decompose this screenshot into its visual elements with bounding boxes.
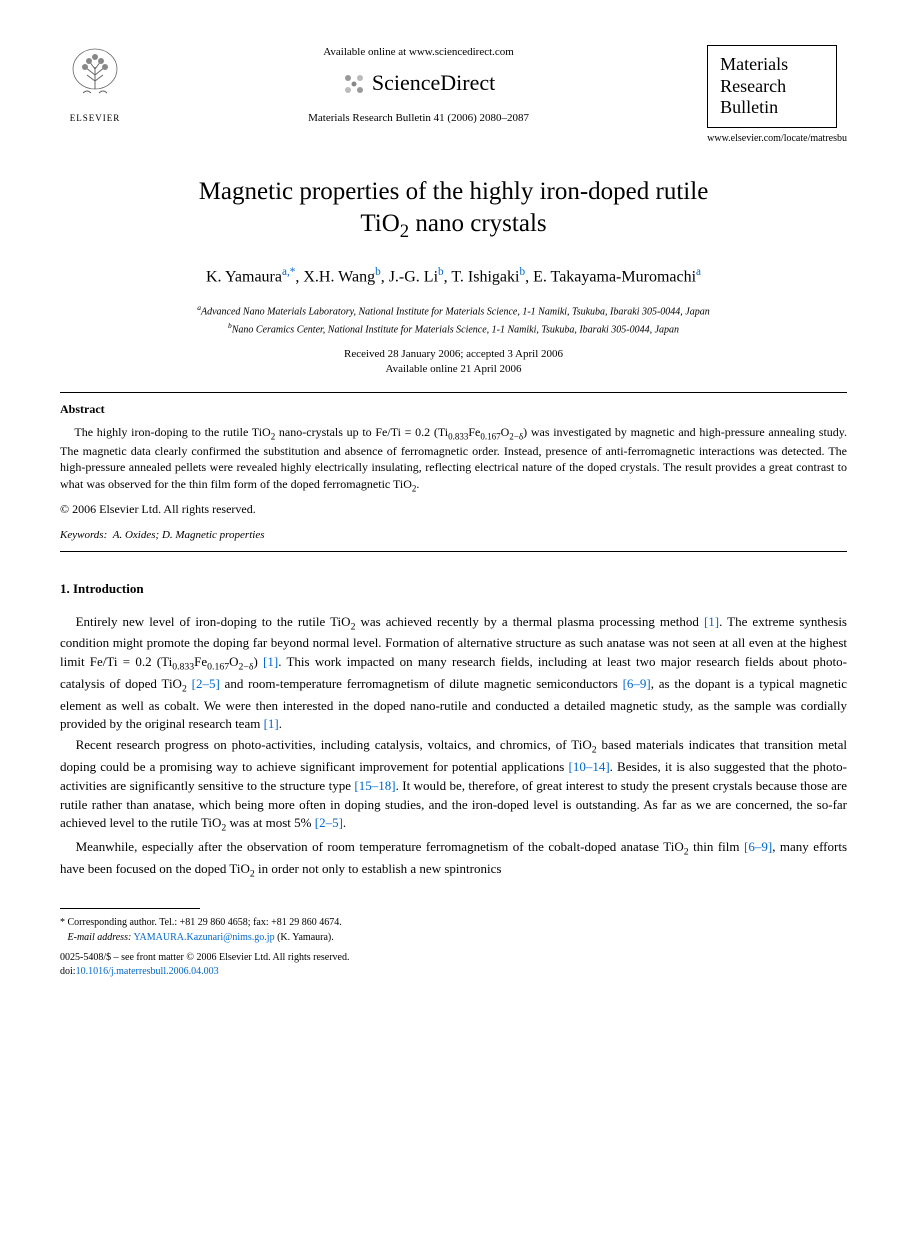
title-line1: Magnetic properties of the highly iron-d… [199, 178, 709, 205]
rule-after-keywords [60, 551, 847, 552]
keywords-text: A. Oxides; D. Magnetic properties [113, 529, 265, 541]
email-name: (K. Yamaura). [277, 932, 334, 943]
affiliations: aAdvanced Nano Materials Laboratory, Nat… [60, 302, 847, 337]
intro-paragraph-1: Entirely new level of iron-doping to the… [60, 613, 847, 735]
p1-mid8: and room-temperature ferromagnetism of d… [220, 676, 623, 691]
abstract-heading: Abstract [60, 401, 847, 418]
page-container: ELSEVIER Available online at www.science… [0, 0, 907, 1019]
ref-link-6-9b[interactable]: [6–9] [744, 839, 772, 854]
intro-paragraph-3: Meanwhile, especially after the observat… [60, 838, 847, 881]
p1-pre: Entirely new level of iron-doping to the… [76, 614, 351, 629]
footer: 0025-5408/$ – see front matter © 2006 El… [60, 951, 847, 979]
center-header: Available online at www.sciencedirect.co… [130, 45, 707, 127]
journal-name-line1: Materials [720, 54, 824, 76]
article-title: Magnetic properties of the highly iron-d… [60, 176, 847, 245]
p2-pre: Recent research progress on photo-activi… [76, 737, 592, 752]
p1-sub3: 0.167 [207, 662, 229, 673]
author-1-corr[interactable]: * [290, 266, 296, 278]
p2-mid4: was at most 5% [226, 815, 314, 830]
title-sub: 2 [400, 221, 409, 242]
journal-name-line2: Research [720, 76, 824, 98]
author-1: K. Yamaura [206, 268, 282, 285]
author-5-affil[interactable]: a [696, 266, 701, 278]
elsevier-label: ELSEVIER [60, 112, 130, 125]
journal-name-line3: Bulletin [720, 97, 824, 119]
elsevier-logo: ELSEVIER [60, 45, 130, 125]
abs-mid1: nano-crystals up to Fe/Ti = 0.2 (Ti [275, 425, 448, 439]
abs-pre: The highly iron-doping to the rutile TiO [74, 425, 270, 439]
sciencedirect-icon [342, 72, 366, 96]
ref-link-1c[interactable]: [1] [264, 716, 279, 731]
affiliation-a: Advanced Nano Materials Laboratory, Nati… [201, 307, 710, 318]
author-3: J.-G. Li [389, 268, 438, 285]
journal-reference: Materials Research Bulletin 41 (2006) 20… [150, 111, 687, 126]
abstract-copyright: © 2006 Elsevier Ltd. All rights reserved… [60, 501, 847, 518]
introduction-heading: 1. Introduction [60, 580, 847, 598]
header-row: ELSEVIER Available online at www.science… [60, 45, 847, 146]
author-4: T. Ishigaki [451, 268, 519, 285]
ref-link-1[interactable]: [1] [704, 614, 719, 629]
article-dates: Received 28 January 2006; accepted 3 Apr… [60, 347, 847, 378]
email-label: E-mail address: [68, 932, 132, 943]
abs-end: . [416, 477, 419, 491]
author-4-affil[interactable]: b [519, 266, 525, 278]
p1-end: . [279, 716, 282, 731]
intro-paragraph-2: Recent research progress on photo-activi… [60, 736, 847, 836]
ref-link-10-14[interactable]: [10–14] [568, 759, 609, 774]
footnote-separator [60, 908, 200, 909]
p1-mid1: was achieved recently by a thermal plasm… [355, 614, 704, 629]
keywords: Keywords: A. Oxides; D. Magnetic propert… [60, 528, 847, 543]
ref-link-2-5b[interactable]: [2–5] [315, 815, 343, 830]
p1-mid4: O [229, 654, 238, 669]
p3-pre: Meanwhile, especially after the observat… [76, 839, 684, 854]
journal-box-container: Materials Research Bulletin www.elsevier… [707, 45, 847, 146]
email-line: E-mail address: YAMAURA.Kazunari@nims.go… [60, 930, 847, 945]
abs-sub3: 0.167 [480, 431, 500, 441]
sciencedirect-logo: ScienceDirect [150, 68, 687, 99]
doi-line: doi:10.1016/j.materresbull.2006.04.003 [60, 965, 847, 979]
email-link[interactable]: YAMAURA.Kazunari@nims.go.jp [133, 932, 274, 943]
author-2: X.H. Wang [303, 268, 375, 285]
ref-link-1b[interactable]: [1] [263, 654, 278, 669]
journal-title-box: Materials Research Bulletin [707, 45, 837, 128]
online-date: Available online 21 April 2006 [385, 363, 521, 375]
authors-list: K. Yamauraa,*, X.H. Wangb, J.-G. Lib, T.… [60, 265, 847, 289]
corresponding-author-footnote: * Corresponding author. Tel.: +81 29 860… [60, 915, 847, 945]
available-online-text: Available online at www.sciencedirect.co… [150, 45, 687, 60]
title-line2-tail: nano crystals [409, 210, 546, 237]
doi-link[interactable]: 10.1016/j.materresbull.2006.04.003 [76, 966, 219, 977]
p1-sub2: 0.833 [172, 662, 194, 673]
p3-end: in order not only to establish a new spi… [255, 861, 502, 876]
sciencedirect-text: ScienceDirect [372, 68, 495, 99]
issn-copyright: 0025-5408/$ – see front matter © 2006 El… [60, 951, 847, 965]
ref-link-2-5[interactable]: [2–5] [192, 676, 220, 691]
p1-sub4: 2−δ [239, 662, 254, 673]
p1-mid5: ) [253, 654, 263, 669]
corr-author-text: * Corresponding author. Tel.: +81 29 860… [60, 915, 847, 930]
journal-url: www.elsevier.com/locate/matresbu [707, 132, 847, 146]
rule-top [60, 392, 847, 393]
author-5: E. Takayama-Muromachi [533, 268, 696, 285]
author-2-affil[interactable]: b [375, 266, 381, 278]
p2-end: . [343, 815, 346, 830]
abstract-text: The highly iron-doping to the rutile TiO… [60, 424, 847, 496]
ref-link-6-9[interactable]: [6–9] [623, 676, 651, 691]
p1-mid3: Fe [194, 654, 207, 669]
abs-sub4: 2−δ [509, 431, 523, 441]
title-line2: TiO [360, 210, 399, 237]
ref-link-15-18[interactable]: [15–18] [354, 778, 395, 793]
keywords-label: Keywords: [60, 529, 107, 541]
author-1-affil[interactable]: a, [282, 266, 290, 278]
received-date: Received 28 January 2006; accepted 3 Apr… [344, 348, 563, 360]
p3-mid1: thin film [689, 839, 744, 854]
elsevier-tree-icon [65, 45, 125, 105]
abs-mid2: Fe [468, 425, 480, 439]
doi-label: doi: [60, 966, 76, 977]
abs-sub2: 0.833 [448, 431, 468, 441]
abs-mid3: O [501, 425, 510, 439]
affiliation-b: Nano Ceramics Center, National Institute… [232, 324, 679, 335]
author-3-affil[interactable]: b [438, 266, 444, 278]
